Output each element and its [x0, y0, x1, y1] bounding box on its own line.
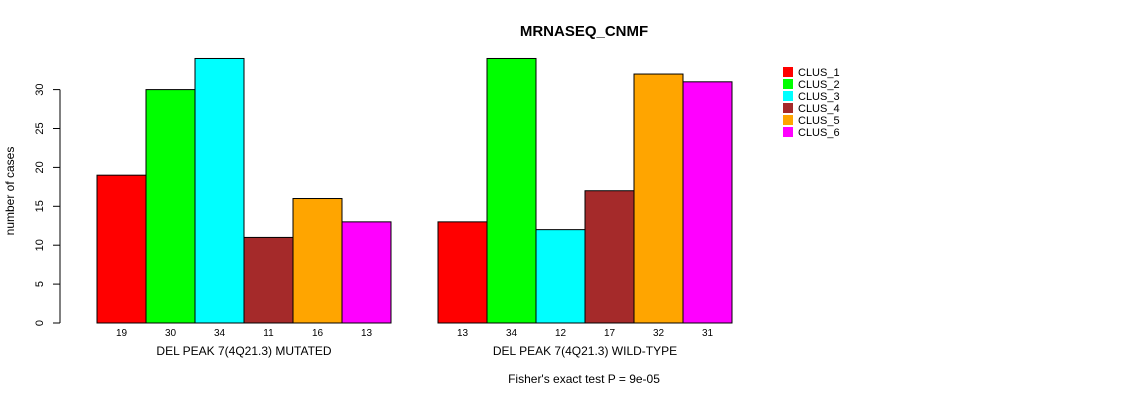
bar-value-label: 13	[361, 328, 373, 339]
legend-label: CLUS_6	[798, 127, 840, 139]
bar-value-label: 11	[263, 328, 274, 339]
legend-label: CLUS_2	[798, 79, 840, 91]
bar	[535, 229, 586, 324]
bar	[96, 174, 147, 324]
legend-swatch	[783, 103, 793, 113]
bar-value-label: 16	[312, 328, 324, 339]
legend-swatch	[783, 115, 793, 125]
legend-label: CLUS_5	[798, 115, 840, 127]
bar-value-label: 13	[457, 328, 469, 339]
y-tick-label: 15	[34, 200, 46, 212]
bar	[194, 57, 245, 324]
y-tick-label: 0	[34, 320, 46, 326]
group-label: DEL PEAK 7(4Q21.3) MUTATED	[156, 344, 331, 358]
bar	[292, 198, 343, 324]
bar	[145, 89, 196, 324]
chart-title: MRNASEQ_CNMF	[520, 23, 648, 40]
y-tick-label: 5	[34, 281, 46, 287]
bar-value-label: 34	[506, 328, 518, 339]
fisher-test-label: Fisher's exact test P = 9e-05	[508, 372, 660, 386]
bar-value-label: 32	[653, 328, 665, 339]
bar-value-label: 34	[214, 328, 226, 339]
y-tick-label: 30	[34, 83, 46, 95]
bar	[486, 57, 537, 324]
bar	[341, 221, 392, 324]
bar-value-label: 31	[702, 328, 714, 339]
group-label: DEL PEAK 7(4Q21.3) WILD-TYPE	[493, 344, 677, 358]
legend-swatch	[783, 127, 793, 137]
bar-value-label: 19	[116, 328, 128, 339]
legend-swatch	[783, 79, 793, 89]
y-tick-label: 10	[34, 239, 46, 251]
legend-swatch	[783, 91, 793, 101]
bar-value-label: 17	[604, 328, 616, 339]
legend-label: CLUS_3	[798, 91, 840, 103]
bar	[437, 221, 488, 324]
bar-value-label: 30	[165, 328, 177, 339]
bar	[682, 81, 733, 324]
bar	[633, 73, 684, 324]
bar	[584, 190, 635, 324]
y-tick-label: 25	[34, 122, 46, 134]
bar-groups: 19 30 34 11 16 13 DEL PEAK 7(4Q21.3) MUTATED 13…	[96, 57, 733, 358]
legend-label: CLUS_4	[798, 103, 840, 115]
legend-swatch	[783, 67, 793, 77]
y-tick-label: 20	[34, 161, 46, 173]
legend-label: CLUS_1	[798, 67, 840, 79]
y-axis-label: number of cases	[3, 147, 17, 236]
y-axis: 0 5 10 15 20 25 30	[34, 83, 61, 326]
bar-value-label: 12	[555, 328, 567, 339]
bar	[243, 236, 294, 324]
